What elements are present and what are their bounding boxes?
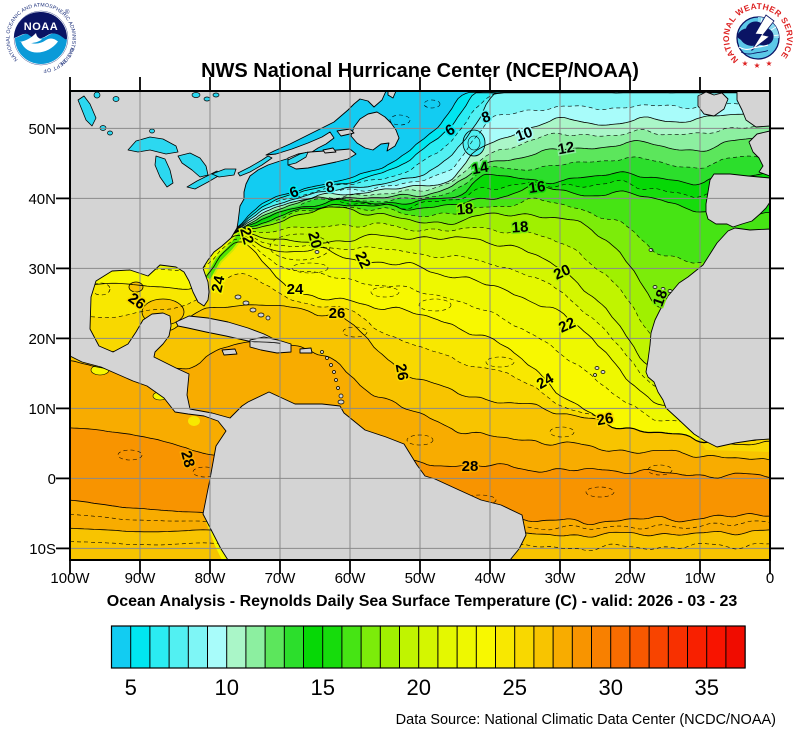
svg-text:20: 20 — [304, 230, 325, 251]
svg-text:12: 12 — [556, 139, 575, 159]
svg-text:50N: 50N — [28, 121, 56, 138]
svg-text:40N: 40N — [28, 191, 56, 208]
svg-text:★: ★ — [754, 61, 761, 70]
svg-text:30: 30 — [598, 675, 622, 700]
svg-text:80W: 80W — [195, 570, 227, 587]
svg-text:20: 20 — [406, 675, 430, 700]
svg-text:25: 25 — [502, 675, 526, 700]
svg-text:60W: 60W — [335, 570, 367, 587]
svg-text:28: 28 — [462, 458, 479, 475]
svg-text:★: ★ — [742, 59, 749, 68]
svg-text:20W: 20W — [615, 570, 647, 587]
svg-text:NWS National Hurricane Center: NWS National Hurricane Center (NCEP/NOAA… — [201, 60, 639, 82]
svg-text:30W: 30W — [545, 570, 577, 587]
svg-text:0: 0 — [766, 570, 774, 587]
svg-text:22: 22 — [236, 226, 257, 247]
svg-text:70W: 70W — [265, 570, 297, 587]
svg-text:10: 10 — [214, 675, 238, 700]
svg-text:40W: 40W — [475, 570, 507, 587]
svg-text:20N: 20N — [28, 331, 56, 348]
svg-text:10S: 10S — [29, 541, 56, 558]
svg-text:®: ® — [65, 9, 70, 16]
svg-text:14: 14 — [470, 159, 490, 179]
svg-text:24: 24 — [208, 274, 228, 294]
svg-text:Ocean Analysis - Reynolds Dail: Ocean Analysis - Reynolds Daily Sea Surf… — [107, 593, 738, 610]
svg-text:5: 5 — [125, 675, 137, 700]
svg-text:100W: 100W — [50, 570, 90, 587]
svg-text:28: 28 — [177, 449, 198, 470]
svg-text:26: 26 — [595, 410, 614, 430]
svg-text:18: 18 — [511, 218, 529, 236]
svg-text:18: 18 — [456, 200, 474, 218]
svg-text:15: 15 — [310, 675, 334, 700]
svg-text:35: 35 — [694, 675, 718, 700]
svg-text:50W: 50W — [405, 570, 437, 587]
svg-text:26: 26 — [392, 362, 412, 381]
svg-text:Data Source: National Climatic: Data Source: National Climatic Data Cent… — [396, 712, 776, 728]
svg-text:90W: 90W — [125, 570, 157, 587]
svg-text:30N: 30N — [28, 261, 56, 278]
svg-text:★: ★ — [766, 59, 773, 68]
svg-text:10W: 10W — [685, 570, 717, 587]
svg-text:10N: 10N — [28, 401, 56, 418]
svg-text:0: 0 — [48, 471, 56, 488]
svg-text:24: 24 — [287, 281, 304, 298]
svg-text:NOAA: NOAA — [24, 21, 58, 33]
svg-text:26: 26 — [329, 305, 346, 322]
svg-text:16: 16 — [528, 178, 547, 197]
